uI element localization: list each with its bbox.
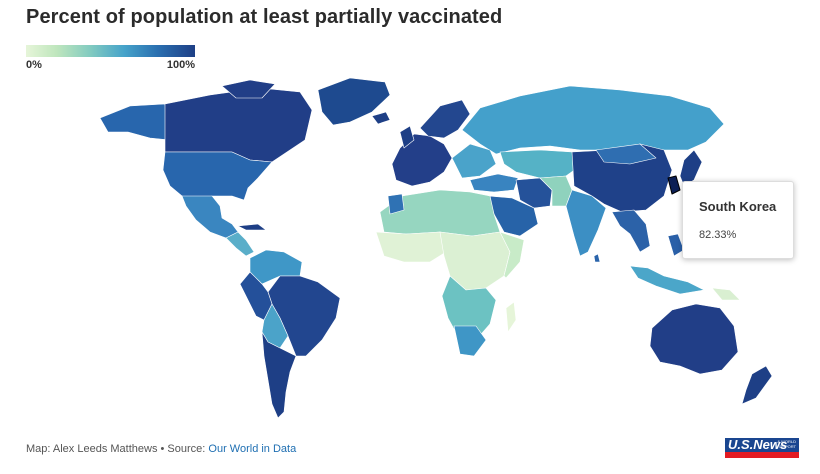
region-east-africa[interactable] [499, 231, 525, 279]
source-link[interactable]: Our World in Data [208, 443, 297, 455]
country-iceland[interactable] [371, 111, 391, 125]
country-usa-alaska[interactable] [99, 103, 171, 141]
page-title: Percent of population at least partially… [26, 6, 503, 28]
country-cuba[interactable] [237, 223, 267, 231]
region-southern-africa[interactable] [441, 275, 497, 341]
map-tooltip: South Korea 82.33% [682, 181, 794, 259]
country-new-zealand[interactable] [741, 365, 773, 405]
region-eastern-europe[interactable] [451, 143, 497, 179]
country-usa[interactable] [162, 151, 273, 201]
country-greenland[interactable] [317, 77, 391, 126]
country-russia[interactable] [461, 85, 725, 155]
country-morocco[interactable] [387, 193, 405, 215]
world-map[interactable] [0, 70, 820, 430]
region-scandinavia[interactable] [419, 99, 471, 139]
footer-credit: Map: Alex Leeds Matthews • Source: Our W… [26, 443, 296, 455]
region-southern-cone[interactable] [261, 331, 297, 419]
logo-small-text: & WORLD REPORT [777, 439, 796, 449]
region-central-africa[interactable] [439, 231, 511, 291]
credit-text: Map: Alex Leeds Matthews • Source: [26, 443, 209, 455]
tooltip-country-name: South Korea [699, 199, 777, 214]
country-papua-new-guinea[interactable] [711, 287, 741, 301]
country-australia[interactable] [649, 303, 739, 375]
country-mongolia[interactable] [595, 143, 657, 165]
country-mexico[interactable] [181, 195, 239, 239]
country-madagascar[interactable] [505, 301, 517, 333]
legend-gradient [26, 45, 195, 57]
region-west-africa[interactable] [375, 231, 447, 263]
region-turkey-caucasus[interactable] [469, 173, 519, 193]
region-indonesia[interactable] [629, 265, 705, 295]
region-arabia[interactable] [487, 195, 539, 237]
country-canada-islands[interactable] [221, 79, 276, 99]
country-south-africa[interactable] [453, 325, 487, 357]
region-central-asia[interactable] [499, 149, 581, 179]
country-uk[interactable] [399, 125, 415, 149]
tooltip-value: 82.33% [699, 229, 737, 241]
usnews-logo: U.S.News & WORLD REPORT [725, 438, 799, 458]
region-southeast-asia[interactable] [611, 209, 651, 253]
country-japan[interactable] [679, 149, 703, 187]
country-south-korea[interactable] [667, 175, 681, 195]
legend-min-label: 0% [26, 59, 42, 71]
region-western-europe[interactable] [391, 133, 453, 187]
region-central-america[interactable] [225, 231, 255, 257]
country-canada[interactable] [164, 87, 313, 163]
country-sri-lanka[interactable] [593, 253, 601, 263]
logo-text: U.S.News [728, 437, 788, 452]
color-legend: 0% 100% [26, 45, 195, 71]
country-india[interactable] [565, 189, 607, 257]
legend-max-label: 100% [166, 59, 195, 71]
